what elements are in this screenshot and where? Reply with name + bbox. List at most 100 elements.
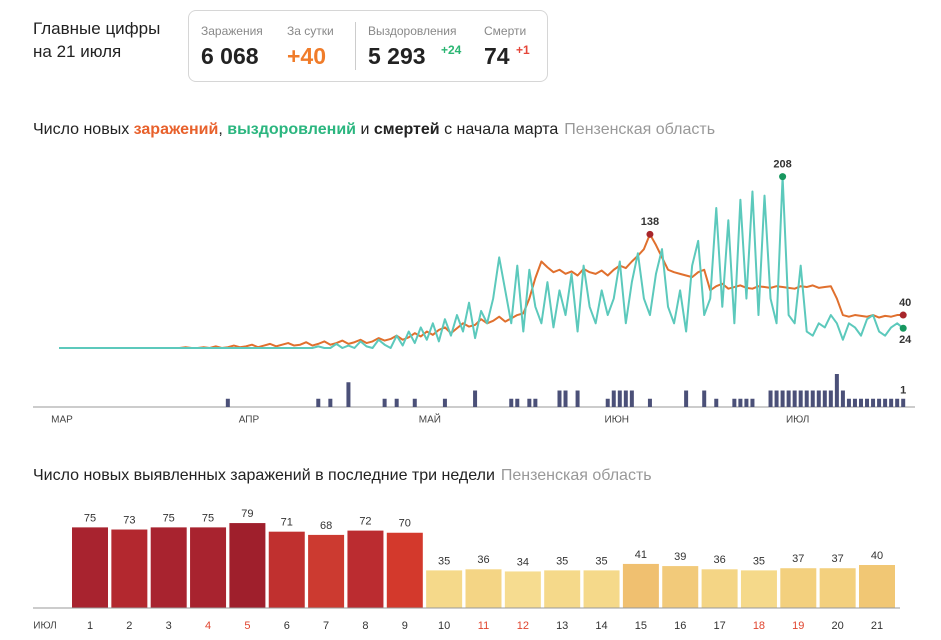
x-tick-label: 4 bbox=[205, 620, 211, 632]
stat-value: 5 293 bbox=[368, 43, 426, 69]
death-bar bbox=[605, 398, 610, 407]
death-bar bbox=[877, 398, 882, 407]
chart-subtitle: Пензенская область bbox=[564, 121, 716, 138]
death-bar bbox=[828, 390, 833, 407]
death-bar bbox=[786, 390, 791, 407]
title-part: смертей bbox=[373, 121, 440, 138]
value-label: 34 bbox=[517, 556, 529, 568]
bar bbox=[583, 570, 620, 608]
title-part: Число новых bbox=[33, 121, 130, 138]
bar bbox=[622, 563, 659, 608]
bar bbox=[229, 523, 266, 608]
bar bbox=[150, 527, 187, 608]
value-label: 35 bbox=[438, 555, 450, 567]
x-tick-label: 16 bbox=[674, 620, 686, 632]
death-bar bbox=[617, 390, 622, 407]
point-marker bbox=[899, 311, 907, 319]
x-tick-label: 6 bbox=[284, 620, 290, 632]
bar bbox=[111, 529, 148, 608]
point-marker bbox=[899, 324, 907, 332]
title-part: и bbox=[360, 121, 370, 138]
x-axis-label: ИЮЛ bbox=[33, 621, 56, 632]
bar bbox=[740, 570, 777, 608]
bar bbox=[819, 568, 856, 608]
death-bar bbox=[557, 390, 562, 407]
stat-label: Заражения bbox=[201, 24, 263, 38]
x-tick-label: 8 bbox=[362, 620, 368, 632]
death-bar bbox=[883, 398, 888, 407]
bar bbox=[504, 571, 541, 608]
death-bar bbox=[792, 390, 797, 407]
value-label: 72 bbox=[359, 516, 371, 528]
x-tick-label: 21 bbox=[871, 620, 883, 632]
chart-title: Число новых выявленных заражений в после… bbox=[33, 467, 652, 485]
x-tick-label: АПР bbox=[239, 415, 260, 426]
value-label: 35 bbox=[595, 555, 607, 567]
value-label: 75 bbox=[202, 512, 214, 524]
death-bar bbox=[623, 390, 628, 407]
stat-label: За сутки bbox=[287, 24, 334, 38]
death-bar bbox=[840, 390, 845, 407]
title-part: , bbox=[218, 121, 223, 138]
point-label: 138 bbox=[641, 216, 659, 228]
death-bar bbox=[316, 398, 321, 407]
death-bar bbox=[732, 398, 737, 407]
summary-box bbox=[188, 10, 548, 82]
death-bar bbox=[798, 390, 803, 407]
date: на 21 июля bbox=[33, 42, 122, 61]
bar bbox=[780, 568, 817, 608]
x-tick-label: 13 bbox=[556, 620, 568, 632]
value-label: 37 bbox=[832, 553, 844, 565]
series-line bbox=[59, 175, 904, 349]
death-bar bbox=[865, 398, 870, 407]
death-bar bbox=[816, 390, 821, 407]
value-label: 68 bbox=[320, 520, 332, 532]
value-label: 41 bbox=[635, 549, 647, 561]
x-tick-label: 2 bbox=[126, 620, 132, 632]
x-tick-label: 3 bbox=[166, 620, 172, 632]
death-bar bbox=[684, 390, 689, 407]
x-tick-label: 1 bbox=[87, 620, 93, 632]
point-marker bbox=[779, 173, 787, 181]
point-label: 208 bbox=[773, 159, 791, 171]
value-label: 71 bbox=[281, 517, 293, 529]
death-bar bbox=[744, 398, 749, 407]
death-bar bbox=[901, 398, 906, 407]
value-label: 39 bbox=[674, 551, 686, 563]
death-bar bbox=[822, 390, 827, 407]
value-label: 36 bbox=[713, 554, 725, 566]
stat-label: Смерти bbox=[484, 24, 527, 38]
title-part: с начала марта bbox=[444, 121, 559, 138]
stat-label: Выздоровления bbox=[368, 24, 457, 38]
value-label: 40 bbox=[871, 550, 883, 562]
bar bbox=[544, 570, 581, 608]
death-bar bbox=[412, 398, 417, 407]
death-bar bbox=[611, 390, 616, 407]
value-label: 75 bbox=[84, 512, 96, 524]
value-label: 70 bbox=[399, 518, 411, 530]
x-tick-label: 10 bbox=[438, 620, 450, 632]
death-bar bbox=[774, 390, 779, 407]
death-bar bbox=[846, 398, 851, 407]
bar bbox=[386, 532, 423, 608]
bar bbox=[859, 565, 895, 608]
bar bbox=[190, 527, 227, 608]
x-tick-label: 12 bbox=[517, 620, 529, 632]
death-bar bbox=[527, 398, 532, 407]
death-bar bbox=[515, 398, 520, 407]
x-tick-label: 18 bbox=[753, 620, 765, 632]
stat-change: +1 bbox=[516, 43, 530, 57]
series-line bbox=[59, 233, 904, 349]
death-bar bbox=[702, 390, 707, 407]
value-label: 73 bbox=[123, 514, 135, 526]
x-tick-label: 14 bbox=[595, 620, 607, 632]
title-part: заражений bbox=[133, 121, 219, 138]
point-label: 1 bbox=[900, 385, 906, 397]
summary-heading: Главные цифры на 21 июля bbox=[33, 17, 160, 63]
x-tick-label: 17 bbox=[713, 620, 725, 632]
death-bar bbox=[804, 390, 809, 407]
value-label: 75 bbox=[163, 512, 175, 524]
death-bar bbox=[647, 398, 652, 407]
bar bbox=[268, 531, 305, 608]
